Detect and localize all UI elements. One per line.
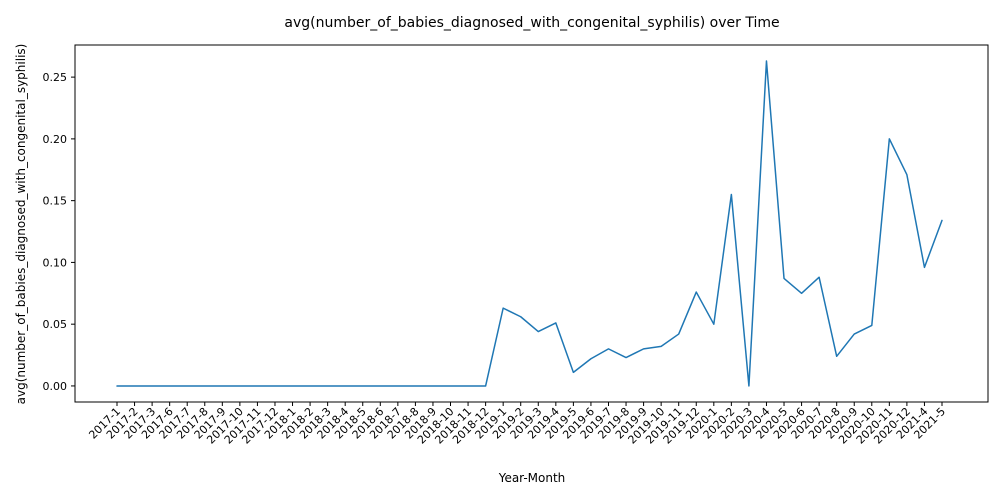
y-tick-label: 0.10 xyxy=(43,256,68,269)
chart-title: avg(number_of_babies_diagnosed_with_cong… xyxy=(284,15,779,31)
y-axis: 0.00 0.05 0.10 0.15 0.20 0.25 xyxy=(43,71,75,393)
plot-frame xyxy=(74,44,989,403)
y-tick-label: 0.00 xyxy=(43,380,68,393)
y-tick-label: 0.25 xyxy=(43,71,68,84)
y-tick-label: 0.20 xyxy=(43,133,68,146)
x-axis: 2017-12017-22017-32017-62017-72017-82017… xyxy=(86,402,948,447)
series-line xyxy=(116,60,943,387)
x-axis-label: Year-Month xyxy=(498,471,566,485)
y-tick-label: 0.05 xyxy=(43,318,68,331)
y-tick-label: 0.15 xyxy=(43,195,68,208)
y-axis-label: avg(number_of_babies_diagnosed_with_cong… xyxy=(14,44,28,405)
